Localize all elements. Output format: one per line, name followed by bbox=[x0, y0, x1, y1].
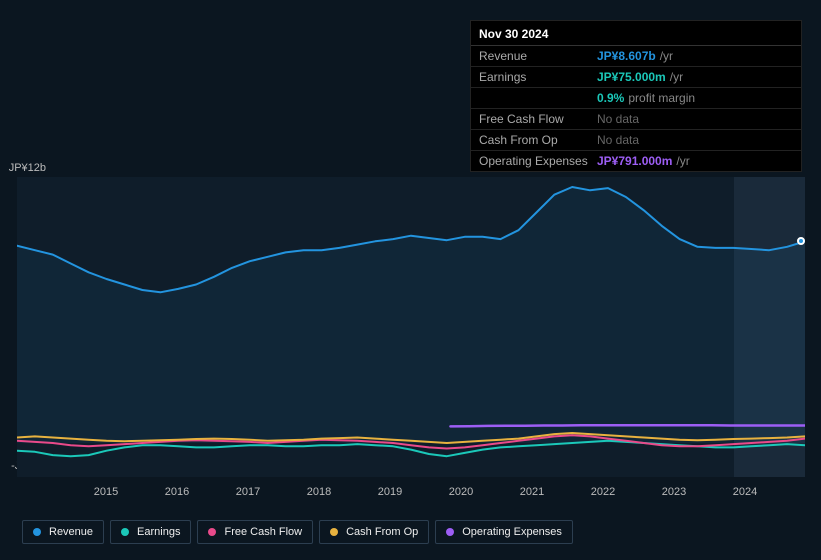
legend-cash-from-op[interactable]: Cash From Op bbox=[319, 520, 429, 544]
tooltip-row-label: Earnings bbox=[479, 70, 597, 84]
chart-tooltip: Nov 30 2024 RevenueJP¥8.607b/yrEarningsJ… bbox=[470, 20, 802, 172]
tooltip-row-label: Cash From Op bbox=[479, 133, 597, 147]
hover-marker-dot bbox=[797, 237, 805, 245]
x-axis-label: 2019 bbox=[378, 486, 402, 498]
legend-dot-icon bbox=[121, 528, 129, 536]
tooltip-row: Operating ExpensesJP¥791.000m/yr bbox=[471, 151, 801, 171]
tooltip-row-unit: /yr bbox=[676, 154, 689, 168]
tooltip-date: Nov 30 2024 bbox=[471, 21, 801, 46]
chart-plot-area[interactable] bbox=[17, 177, 805, 477]
legend-dot-icon bbox=[33, 528, 41, 536]
x-axis-label: 2016 bbox=[165, 486, 189, 498]
tooltip-row: Cash From OpNo data bbox=[471, 130, 801, 151]
x-axis: 2015 2016 2017 2018 2019 2020 2021 2022 2023 2024 bbox=[17, 482, 805, 502]
legend-operating-expenses[interactable]: Operating Expenses bbox=[435, 520, 573, 544]
x-axis-label: 2022 bbox=[591, 486, 615, 498]
series-operating_expenses bbox=[450, 425, 805, 426]
y-axis-label: JP¥12b bbox=[9, 162, 46, 174]
x-axis-label: 2017 bbox=[236, 486, 260, 498]
tooltip-row-value: JP¥75.000m bbox=[597, 70, 666, 84]
tooltip-row: RevenueJP¥8.607b/yr bbox=[471, 46, 801, 67]
legend-label: Free Cash Flow bbox=[224, 526, 302, 538]
x-axis-label: 2023 bbox=[662, 486, 686, 498]
legend-free-cash-flow[interactable]: Free Cash Flow bbox=[197, 520, 313, 544]
tooltip-row: Free Cash FlowNo data bbox=[471, 109, 801, 130]
x-axis-label: 2018 bbox=[307, 486, 331, 498]
tooltip-subrow: 0.9% profit margin bbox=[471, 88, 801, 109]
legend-label: Revenue bbox=[49, 526, 93, 538]
x-axis-label: 2020 bbox=[449, 486, 473, 498]
x-axis-label: 2021 bbox=[520, 486, 544, 498]
tooltip-row-unit: /yr bbox=[660, 49, 673, 63]
tooltip-sub-value: 0.9% bbox=[597, 91, 624, 105]
tooltip-row-nodata: No data bbox=[597, 112, 639, 126]
tooltip-row-value: JP¥791.000m bbox=[597, 154, 672, 168]
tooltip-sub-label: profit margin bbox=[628, 91, 695, 105]
chart-svg bbox=[17, 177, 805, 477]
legend-dot-icon bbox=[208, 528, 216, 536]
tooltip-row-label: Free Cash Flow bbox=[479, 112, 597, 126]
legend-label: Cash From Op bbox=[346, 526, 418, 538]
legend-dot-icon bbox=[446, 528, 454, 536]
x-axis-label: 2015 bbox=[94, 486, 118, 498]
tooltip-row: EarningsJP¥75.000m/yr bbox=[471, 67, 801, 88]
x-axis-label: 2024 bbox=[733, 486, 757, 498]
legend-dot-icon bbox=[330, 528, 338, 536]
legend-label: Operating Expenses bbox=[462, 526, 562, 538]
chart-legend: Revenue Earnings Free Cash Flow Cash From O… bbox=[22, 520, 573, 544]
tooltip-row-unit: /yr bbox=[670, 70, 683, 84]
legend-earnings[interactable]: Earnings bbox=[110, 520, 191, 544]
legend-label: Earnings bbox=[137, 526, 180, 538]
tooltip-row-label: Operating Expenses bbox=[479, 154, 597, 168]
tooltip-row-nodata: No data bbox=[597, 133, 639, 147]
tooltip-row-label: Revenue bbox=[479, 49, 597, 63]
legend-revenue[interactable]: Revenue bbox=[22, 520, 104, 544]
tooltip-row-value: JP¥8.607b bbox=[597, 49, 656, 63]
